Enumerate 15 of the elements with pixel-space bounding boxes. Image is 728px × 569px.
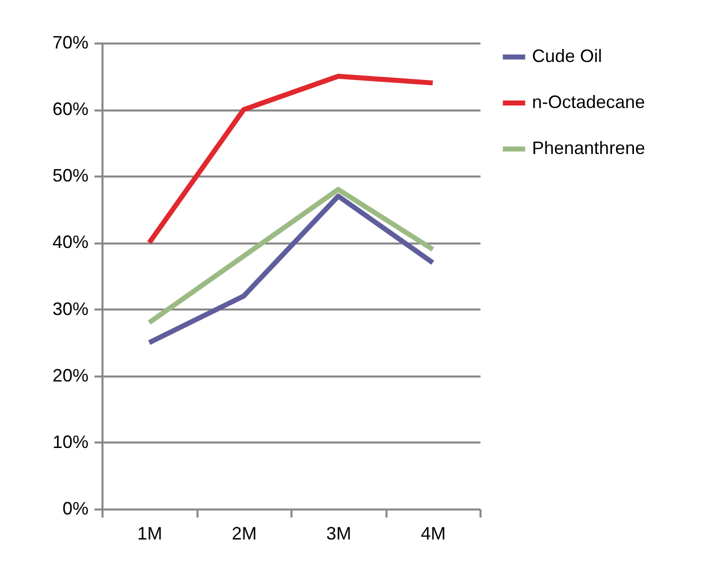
y-tick-label: 50% <box>52 166 88 186</box>
legend-label: Phenanthrene <box>532 138 646 158</box>
y-tick-label: 40% <box>52 232 88 252</box>
y-tick-label: 20% <box>52 365 88 386</box>
y-tick-label: 60% <box>52 99 88 120</box>
legend-label: Cude Oil <box>532 46 602 66</box>
x-tick-label: 4M <box>420 524 446 544</box>
y-tick-label: 0% <box>62 498 88 518</box>
x-tick-label: 2M <box>232 524 257 544</box>
y-tick-label: 10% <box>52 432 88 452</box>
y-tick-label: 70% <box>52 32 88 52</box>
x-tick-label: 1M <box>137 524 162 544</box>
x-tick-label: 3M <box>326 524 352 544</box>
y-tick-label: 30% <box>52 298 88 319</box>
legend-label: n-Octadecane <box>532 92 646 112</box>
